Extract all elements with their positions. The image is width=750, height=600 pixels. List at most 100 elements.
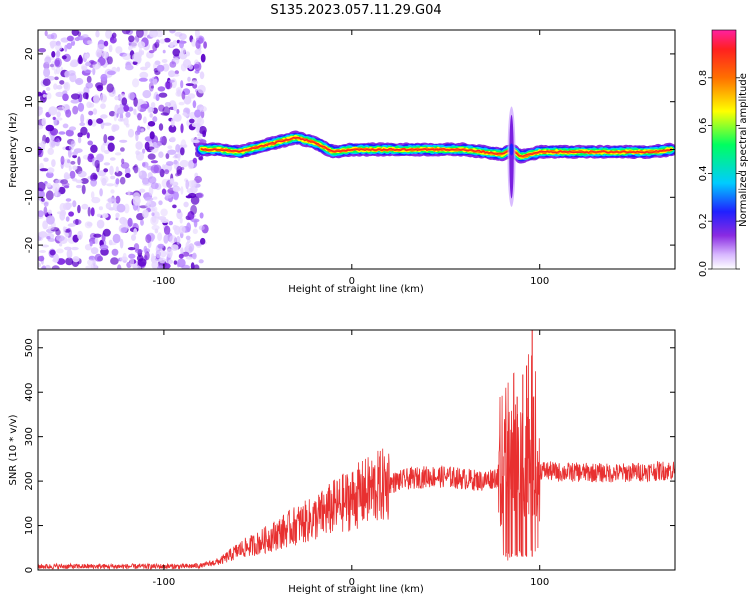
noise-blob <box>45 190 54 201</box>
noise-blob <box>110 257 119 265</box>
noise-blob <box>43 206 48 216</box>
noise-blob <box>40 197 45 202</box>
noise-blob <box>148 82 154 92</box>
noise-blob <box>113 112 118 122</box>
noise-blob <box>135 151 145 161</box>
noise-blob <box>123 117 129 126</box>
noise-blob <box>109 242 117 246</box>
noise-blob <box>95 30 100 38</box>
noise-blob <box>181 90 186 100</box>
noise-blob <box>194 48 202 56</box>
noise-blob <box>67 223 76 227</box>
noise-blob <box>49 40 58 47</box>
noise-blob <box>85 265 95 269</box>
noise-blob <box>180 123 184 134</box>
noise-blob <box>119 139 128 143</box>
noise-blob <box>38 48 47 53</box>
noise-blob <box>184 51 190 57</box>
noise-blob <box>52 138 59 143</box>
noise-blob <box>115 46 123 54</box>
noise-blob <box>58 131 66 135</box>
noise-blob <box>122 53 131 61</box>
noise-blob <box>179 33 187 40</box>
spectrogram-ytick-label: 20 <box>24 48 35 61</box>
noise-blob <box>157 232 163 242</box>
noise-blob <box>65 216 70 222</box>
noise-blob <box>163 225 171 235</box>
noise-blob <box>180 247 184 253</box>
noise-blob <box>173 260 178 265</box>
noise-blob <box>163 37 171 43</box>
noise-blob <box>62 226 66 233</box>
noise-blob <box>77 102 85 112</box>
noise-blob <box>139 71 149 79</box>
noise-blob <box>175 87 182 94</box>
noise-blob <box>60 37 69 43</box>
noise-blob <box>39 168 49 172</box>
noise-blob <box>168 124 177 133</box>
noise-blob <box>61 55 67 60</box>
noise-blob <box>140 219 144 226</box>
noise-blob <box>160 208 168 217</box>
noise-blob <box>196 133 203 137</box>
noise-blob <box>137 258 147 267</box>
noise-blob <box>106 183 115 187</box>
noise-blob <box>46 167 55 174</box>
colorbar: 0.0 0.2 0.4 0.6 0.8 Normalized spectral ampl… <box>698 29 749 277</box>
noise-blob <box>42 94 47 98</box>
noise-blob <box>129 257 135 267</box>
noise-blob <box>190 218 200 223</box>
noise-blob <box>86 40 93 45</box>
noise-blob <box>148 176 157 184</box>
noise-blob <box>44 56 52 65</box>
noise-blob <box>191 139 200 143</box>
noise-blob <box>192 157 198 164</box>
noise-blob <box>46 87 51 91</box>
noise-blob <box>194 30 200 39</box>
noise-blob <box>96 219 105 229</box>
noise-blob <box>47 147 54 155</box>
noise-blob <box>125 111 131 118</box>
noise-blob <box>107 197 117 204</box>
noise-blob <box>192 252 197 260</box>
noise-blob <box>191 179 197 188</box>
noise-blob <box>109 110 116 117</box>
noise-blob <box>187 159 194 170</box>
noise-blob <box>88 110 94 116</box>
noise-blob <box>71 93 80 100</box>
colorbar-tick-label: 0.8 <box>698 70 709 86</box>
noise-blob <box>127 92 135 100</box>
noise-blob <box>133 228 138 236</box>
noise-blob <box>86 101 92 109</box>
noise-blob <box>155 39 160 45</box>
noise-blob <box>163 234 169 244</box>
noise-blob <box>98 206 103 211</box>
snr-ytick-label: 500 <box>24 338 35 357</box>
noise-blob <box>45 136 50 144</box>
noise-blob <box>87 140 93 146</box>
noise-blob <box>132 78 140 88</box>
noise-blob <box>172 181 179 187</box>
noise-blob <box>56 235 65 242</box>
noise-blob <box>180 80 184 89</box>
noise-blob <box>157 265 165 269</box>
noise-blob <box>183 144 188 148</box>
noise-blob <box>199 106 207 112</box>
colorbar-tick-label: 0.0 <box>698 261 709 277</box>
snr-ylabel: SNR (10 * v/v) <box>8 414 19 485</box>
noise-blob <box>190 204 198 215</box>
noise-blob <box>139 188 146 193</box>
noise-blob <box>96 44 105 49</box>
snr-ytick-label: 200 <box>24 472 35 491</box>
noise-blob <box>103 134 108 144</box>
noise-blob <box>189 118 195 124</box>
snr-ytick-label: 400 <box>24 383 35 402</box>
noise-blob <box>157 86 166 92</box>
noise-blob <box>106 56 113 65</box>
noise-blob <box>72 200 77 208</box>
noise-blob <box>46 236 51 240</box>
snr-xlabel: Height of straight line (km) <box>288 584 424 595</box>
spectrogram-xtick-label: 0 <box>349 276 355 287</box>
noise-blob <box>196 192 204 199</box>
noise-blob <box>180 47 186 55</box>
